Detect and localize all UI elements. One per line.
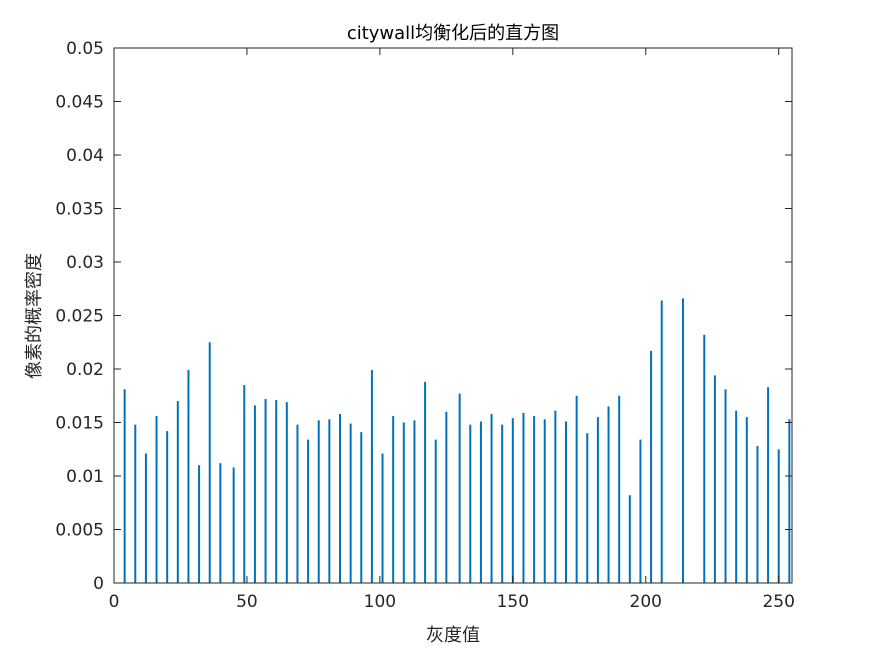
bar — [285, 402, 288, 583]
bar — [554, 410, 557, 583]
bar — [724, 389, 727, 583]
x-tick-label: 50 — [236, 592, 258, 612]
bar — [187, 370, 190, 583]
bar — [275, 400, 278, 583]
bar — [777, 449, 780, 583]
x-tick-label: 0 — [109, 592, 120, 612]
bar — [660, 300, 663, 583]
bar — [767, 387, 770, 583]
plot-background — [114, 48, 792, 583]
bar — [155, 416, 158, 583]
bar — [144, 453, 147, 583]
y-tick-label: 0.04 — [66, 146, 104, 166]
bar — [392, 416, 395, 583]
y-tick-label: 0.01 — [66, 467, 104, 487]
bar — [703, 334, 706, 583]
bar — [511, 418, 514, 583]
y-tick-label: 0 — [93, 574, 104, 594]
x-tick-label: 150 — [497, 592, 529, 612]
bar — [243, 385, 246, 583]
y-axis-label: 像素的概率密度 — [24, 253, 45, 379]
bar — [565, 421, 567, 583]
bar — [264, 398, 267, 583]
bar — [208, 342, 211, 583]
bar — [650, 350, 653, 583]
y-tick-label: 0.015 — [55, 414, 104, 434]
bar — [458, 393, 461, 583]
bar — [307, 439, 310, 583]
bar — [788, 419, 791, 583]
bar — [735, 410, 738, 583]
bar — [339, 413, 341, 583]
bar — [479, 421, 482, 583]
x-tick-label: 100 — [364, 592, 396, 612]
bar — [317, 420, 320, 583]
bar — [413, 420, 416, 583]
y-tick-label: 0.025 — [55, 307, 104, 327]
bar — [628, 495, 631, 583]
bar — [533, 416, 536, 583]
x-axis-ticks: 0 50 100 150 200 250 — [109, 48, 795, 612]
bar — [253, 405, 256, 583]
bar — [198, 465, 201, 583]
bar — [543, 419, 546, 583]
bar — [596, 417, 599, 583]
bar — [360, 432, 363, 583]
bar — [469, 424, 472, 583]
bar — [123, 389, 126, 583]
bar — [296, 424, 299, 583]
bar — [745, 417, 748, 583]
bar — [424, 381, 427, 583]
y-tick-label: 0.035 — [55, 200, 104, 220]
y-tick-label: 0.02 — [66, 360, 104, 380]
bar — [639, 439, 642, 583]
y-tick-label: 0.05 — [66, 39, 104, 59]
bar — [328, 419, 331, 583]
x-axis-label: 灰度值 — [426, 625, 480, 646]
bar — [370, 370, 373, 583]
bar — [402, 422, 405, 583]
bar — [607, 406, 610, 583]
bars-group — [123, 298, 791, 583]
bar — [575, 395, 578, 583]
bar — [501, 424, 504, 583]
bar — [490, 413, 493, 583]
x-tick-label: 250 — [762, 592, 794, 612]
bar — [445, 411, 448, 583]
y-axis-ticks: 0 0.005 0.01 0.015 0.02 0.025 0.03 0.035 0.04 0.0… — [55, 39, 792, 594]
y-tick-label: 0.03 — [66, 253, 104, 273]
y-tick-label: 0.045 — [55, 93, 104, 113]
bar — [586, 433, 589, 583]
chart-title: citywall均衡化后的直方图 — [347, 23, 559, 44]
x-tick-label: 200 — [630, 592, 662, 612]
bar — [618, 395, 621, 583]
bar — [176, 401, 179, 583]
bar — [756, 446, 759, 583]
y-tick-label: 0.005 — [55, 521, 104, 541]
bar — [166, 431, 169, 583]
bar — [134, 424, 137, 583]
bar — [219, 463, 222, 583]
bar — [381, 453, 384, 583]
bar — [349, 423, 352, 583]
bar — [434, 439, 437, 583]
bar — [713, 375, 716, 583]
bar — [681, 298, 684, 583]
bar — [522, 412, 525, 583]
bar — [232, 467, 235, 583]
